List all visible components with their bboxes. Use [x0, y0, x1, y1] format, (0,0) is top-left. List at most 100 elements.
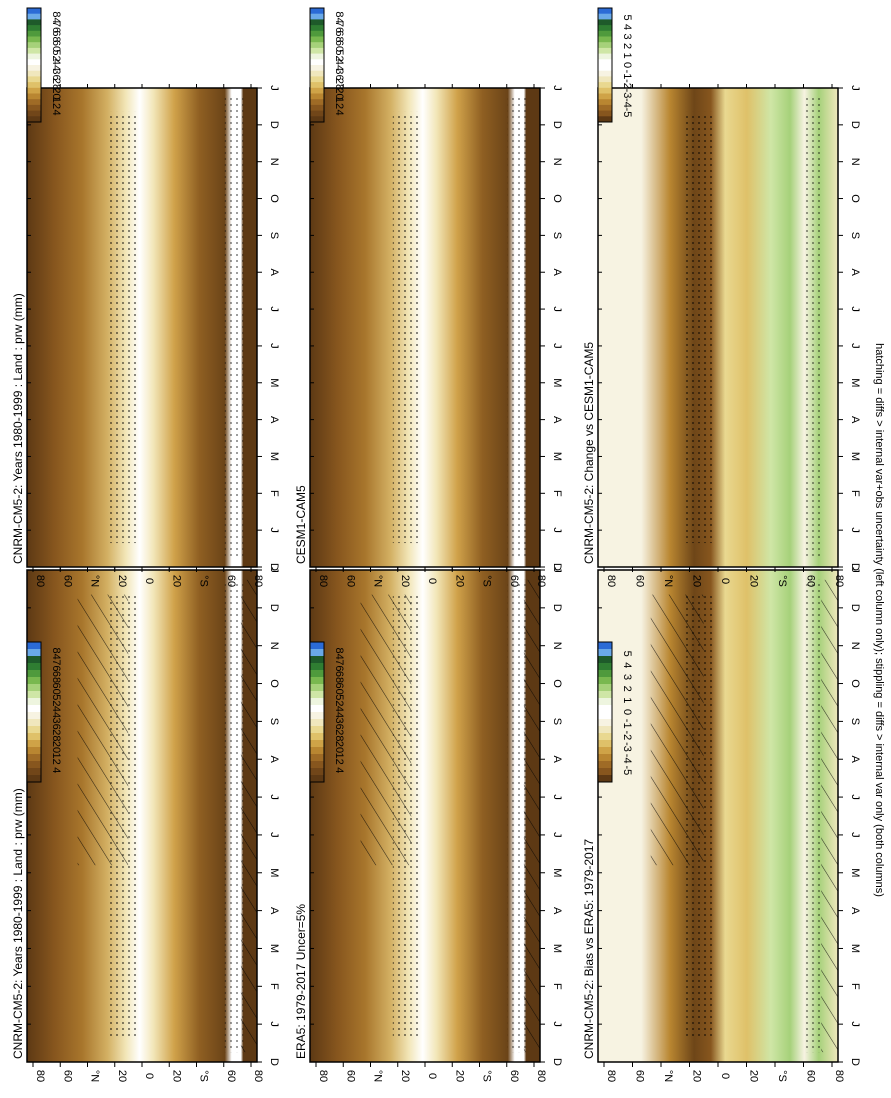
colorbar-swatch — [27, 761, 41, 769]
month-label: N — [268, 158, 280, 166]
colorbar-swatch — [27, 30, 41, 37]
lat-label: 80 — [535, 1070, 547, 1082]
colorbar-frame — [26, 7, 42, 123]
lat-label: °S — [481, 1070, 493, 1082]
colorbar-swatch — [27, 13, 41, 20]
hatching-south-cnrm-hatched — [240, 579, 257, 1053]
stippling-south-change — [804, 97, 824, 558]
lat-label: 60 — [805, 575, 817, 587]
lat-label: 20 — [748, 1070, 760, 1082]
month-label: J — [551, 567, 563, 573]
month-label: S — [268, 232, 280, 239]
colorbar-label: 68 — [50, 30, 62, 42]
stippling-south-era5 — [507, 579, 527, 1053]
colorbar-label: 76 — [333, 659, 345, 671]
colorbar-label: 4 — [333, 767, 345, 773]
colorbar-swatch — [27, 719, 41, 727]
month-label: D — [268, 604, 280, 612]
colorbar-swatch — [310, 733, 324, 741]
month-label: J — [268, 527, 280, 533]
month-label: M — [849, 378, 861, 387]
month-label: A — [849, 756, 861, 764]
colorbar-label: 60 — [50, 683, 62, 695]
colorbar-label: 44 — [50, 706, 62, 718]
month-label: J — [849, 567, 861, 573]
stippling-cesm — [392, 111, 421, 544]
field-change — [598, 88, 838, 567]
month-label: D — [551, 604, 563, 612]
month-label: N — [849, 158, 861, 166]
month-label: A — [268, 907, 280, 915]
colorbar-swatch — [598, 740, 612, 748]
colorbar-label: 76 — [333, 21, 345, 33]
month-label: A — [849, 269, 861, 277]
colorbar-swatch — [598, 70, 612, 77]
month-label: D — [849, 1058, 861, 1066]
colorbar-swatch — [310, 642, 324, 650]
colorbar-label: -5 — [621, 108, 633, 118]
colorbar-label: 4 — [50, 109, 62, 115]
hatching-bias — [650, 594, 704, 866]
colorbar-label: 60 — [333, 683, 345, 695]
colorbar-swatch — [310, 65, 324, 72]
panel-title: ERA5: 1979-2017 Uncer=5% — [294, 904, 308, 1059]
lat-label: °N — [89, 575, 101, 587]
lat-label: 20 — [691, 575, 703, 587]
colorbar-label: 76 — [50, 659, 62, 671]
lat-label: 80 — [34, 575, 46, 587]
colorbar-swatch — [598, 42, 612, 49]
colorbar-swatch — [27, 116, 41, 123]
lat-label: 60 — [634, 1070, 646, 1082]
lat-label: 20 — [170, 575, 182, 587]
lat-label: 0 — [719, 578, 731, 584]
colorbar-swatch — [27, 747, 41, 755]
colorbar-label: 20 — [333, 741, 345, 753]
month-label: A — [849, 907, 861, 915]
colorbar-swatch — [310, 8, 324, 15]
colorbar-label: 84 — [333, 11, 345, 23]
month-label: J — [551, 85, 563, 91]
colorbar-swatch — [27, 656, 41, 664]
colorbar-label: 0 — [621, 709, 633, 715]
month-label: J — [849, 306, 861, 312]
month-label: M — [551, 868, 563, 877]
colorbar-label: -4 — [621, 98, 633, 108]
colorbar-swatch — [27, 768, 41, 776]
month-label: D — [268, 1058, 280, 1066]
colorbar-swatch — [27, 712, 41, 720]
lat-label: 0 — [719, 1073, 731, 1079]
colorbar-swatch — [27, 642, 41, 650]
colorbar-swatch — [27, 19, 41, 26]
lat-label: °S — [776, 1070, 788, 1082]
colorbar-swatch — [27, 740, 41, 748]
colorbar-label: 44 — [333, 706, 345, 718]
month-label: J — [551, 832, 563, 838]
colorbar-label: 84 — [50, 11, 62, 23]
month-label: J — [849, 832, 861, 838]
month-label: J — [551, 794, 563, 800]
colorbar-swatch — [598, 13, 612, 20]
colorbar-label: -1 — [621, 719, 633, 729]
month-label: M — [268, 378, 280, 387]
month-label: S — [551, 718, 563, 725]
colorbar-swatch — [310, 754, 324, 762]
month-label: F — [551, 490, 563, 497]
lat-label: °N — [372, 1070, 384, 1082]
colorbar-swatch — [27, 70, 41, 77]
colorbar-swatch — [310, 698, 324, 706]
colorbar-label: 0 — [621, 62, 633, 68]
lat-label: 60 — [344, 575, 356, 587]
colorbar-label: 52 — [50, 49, 62, 61]
colorbar-swatch — [598, 670, 612, 678]
colorbar-frame — [26, 641, 42, 783]
colorbar-label: 12 — [333, 753, 345, 765]
month-label: S — [849, 232, 861, 239]
lat-label: 20 — [453, 575, 465, 587]
lat-label: 80 — [34, 1070, 46, 1082]
panel-title: CNRM-CM5-2: Years 1980-1999 : Land : prw… — [11, 293, 25, 564]
